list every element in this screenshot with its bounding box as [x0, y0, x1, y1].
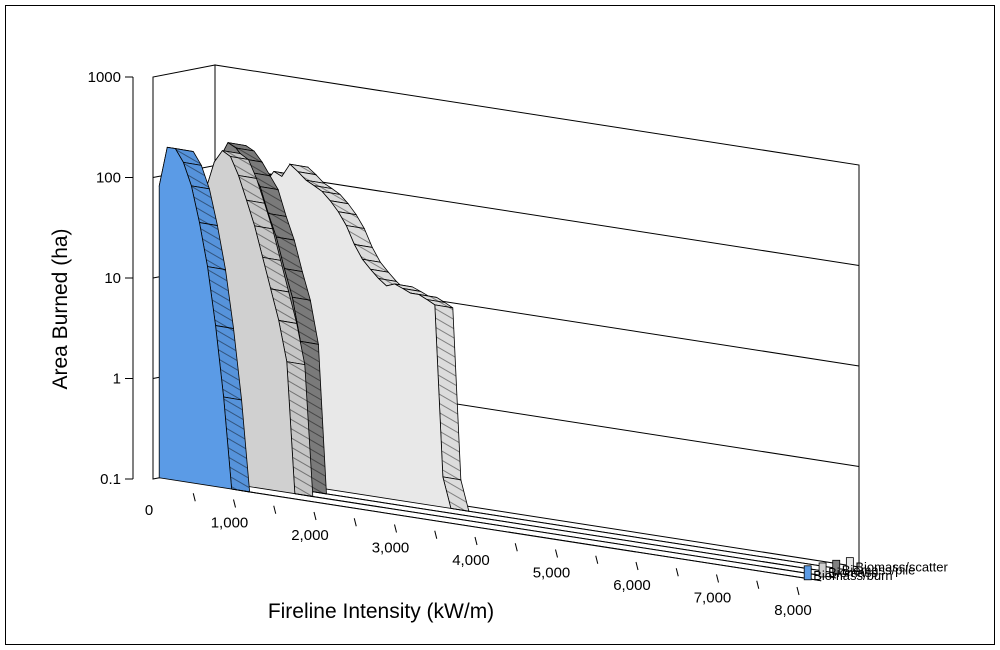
y-tick-label: 1 [113, 371, 121, 388]
x-tick [192, 493, 196, 502]
series-label: Biomass [828, 565, 878, 580]
x-tick-label: 8,000 [774, 602, 812, 619]
y-tick-label: 1000 [88, 69, 121, 86]
x-tick [555, 549, 558, 558]
series-label: Biomass/burn [813, 568, 892, 583]
x-tick-label: 5,000 [533, 565, 571, 582]
x-tick-label: 7,000 [694, 590, 732, 607]
x-tick [394, 524, 397, 533]
series-key [818, 562, 827, 578]
x-tick [635, 561, 639, 571]
x-tick [273, 505, 277, 514]
y-tick-label: 10 [104, 270, 121, 287]
x-axis-title: Fireline Intensity (kW/m) [268, 600, 494, 623]
x-tick [474, 536, 478, 546]
series-label: Biomass/pile [842, 562, 916, 577]
series-key [845, 557, 854, 573]
axes-layer: 0.1 1 10 100 1000 0 1,000 2,000 3,000 4,000 5,000 6… [88, 69, 812, 619]
y-tick-label: 0.1 [100, 471, 121, 488]
x-tick-label: 2,000 [291, 527, 329, 544]
x-tick-label: 1,000 [211, 515, 249, 532]
series-biomass-burn: Biomass/burn [158, 146, 893, 583]
x-tick [313, 511, 317, 521]
chart-svg: Biomass/scatterBiomass/pileBiomassBiomas… [49, 64, 949, 623]
x-tick [756, 580, 760, 589]
series-key [803, 565, 812, 581]
series-face [158, 146, 804, 579]
x-tick-label: 4,000 [452, 552, 490, 569]
x-tick [796, 586, 800, 596]
series-layer: Biomass/scatterBiomass/pileBiomassBiomas… [158, 142, 949, 583]
chart-frame: Biomass/scatter Biomass/pile Biomass Biomas… [5, 5, 995, 645]
y-axis-title: Area Burned (ha) [49, 228, 72, 389]
x-tick-label: 6,000 [613, 577, 651, 594]
x-tick [595, 555, 599, 564]
x-tick [716, 574, 719, 583]
x-tick [434, 530, 438, 539]
x-tick [353, 518, 357, 527]
series-label: Biomass/scatter [855, 560, 948, 575]
x-tick-label: 3,000 [372, 540, 410, 557]
x-tick-label: 0 [145, 502, 153, 519]
y-tick-label: 100 [96, 170, 121, 187]
x-tick [514, 543, 518, 552]
x-tick [233, 499, 236, 508]
x-tick [675, 568, 679, 577]
series-key [832, 559, 841, 575]
